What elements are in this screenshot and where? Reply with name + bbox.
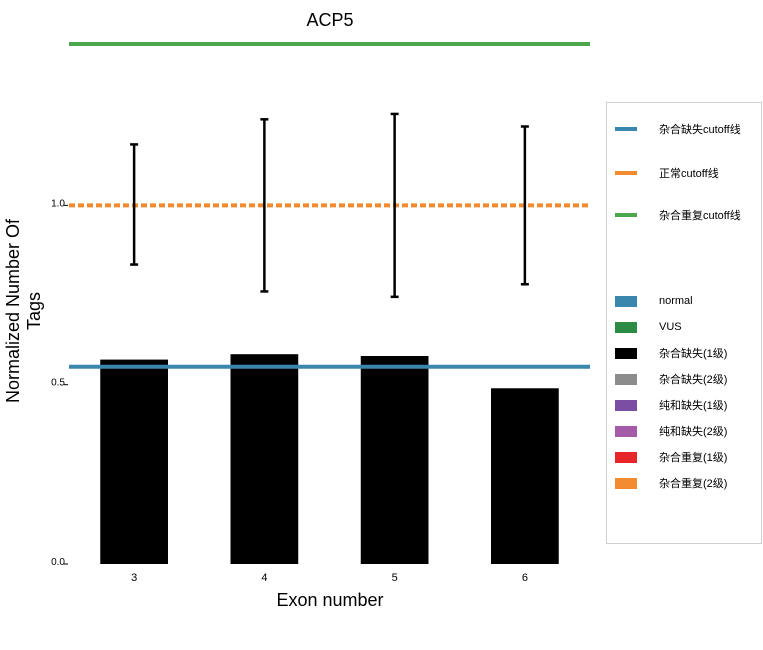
legend-patch-swatch [615,295,637,307]
legend-patch-swatch [615,321,637,333]
legend-item-het-duplication-1: 杂合重复(1级) [615,449,727,465]
legend-item-het-deletion-cutoff: 杂合缺失cutoff线 [615,121,741,137]
legend-label: 杂合重复(2级) [659,478,728,490]
legend-item-hom-deletion-1: 纯和缺失(1级) [615,397,727,413]
legend-patch-swatch [615,451,637,463]
x-tick-label: 3 [131,572,137,584]
legend-item-het-duplication-cutoff: 杂合重复cutoff线 [615,207,741,223]
legend-label: normal [659,295,693,307]
legend-item-het-deletion-1: 杂合缺失(1级) [615,345,727,361]
bar-exon-5 [360,356,429,564]
legend-patch-swatch [615,373,637,385]
legend-patch-swatch [615,477,637,489]
bar-exon-3 [100,359,168,564]
legend: 杂合缺失cutoff线 正常cutoff线 杂合重复cutoff线 normal… [606,102,762,544]
x-tick-label: 4 [261,572,267,584]
legend-item-het-duplication-2: 杂合重复(2级) [615,475,727,491]
legend-label: 正常cutoff线 [659,168,719,180]
legend-patch-swatch [615,347,637,359]
legend-line-swatch [615,213,637,217]
y-tick-label: 0.0 [51,557,65,568]
legend-label: 杂合重复(1级) [659,452,728,464]
legend-patch-swatch [615,425,637,437]
chart-title: ACP5 [306,10,354,30]
x-tick-label: 5 [392,572,398,584]
x-axis-label: Exon number [276,590,384,610]
bar-exon-4 [230,354,299,564]
y-axis-label: Normalized Number Of Tags [3,218,44,404]
legend-item-het-deletion-2: 杂合缺失(2级) [615,371,727,387]
legend-label: 杂合缺失cutoff线 [659,124,741,136]
y-tick-label: 0.5 [51,378,65,389]
legend-line-swatch [615,127,637,131]
legend-label: 纯和缺失(1级) [659,400,728,412]
y-tick-label: 1.0 [51,198,65,209]
legend-patch-swatch [615,399,637,411]
legend-item-normal-cutoff: 正常cutoff线 [615,165,719,181]
legend-item-hom-deletion-2: 纯和缺失(2级) [615,423,727,439]
legend-label: 杂合缺失(2级) [659,374,728,386]
legend-item-normal: normal [615,293,693,309]
bar-exon-6 [491,388,559,564]
legend-label: 杂合重复cutoff线 [659,210,741,222]
x-tick-label: 6 [522,572,528,584]
legend-label: 纯和缺失(2级) [659,426,728,438]
legend-line-swatch [615,171,637,175]
legend-label: VUS [659,321,682,333]
legend-label: 杂合缺失(1级) [659,348,728,360]
legend-item-vus: VUS [615,319,682,335]
